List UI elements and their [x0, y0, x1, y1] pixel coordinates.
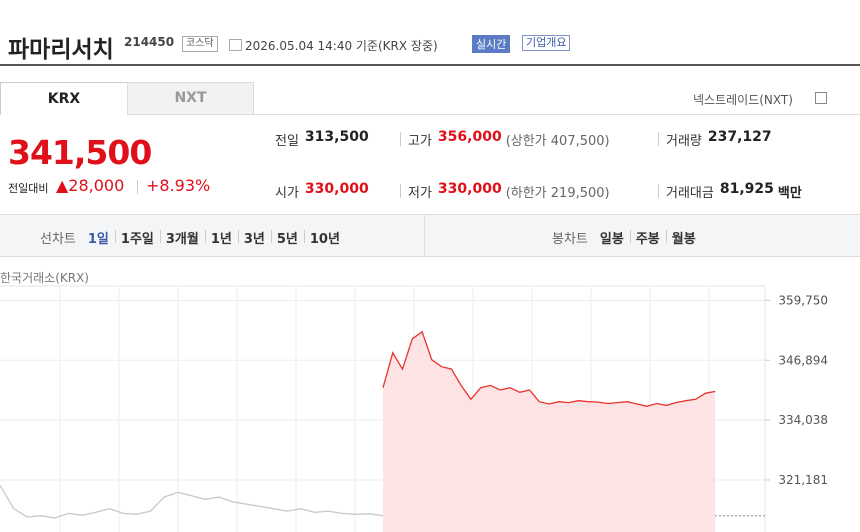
stat-value: 81,925 [719, 181, 774, 197]
period-divider [424, 215, 425, 256]
separator [400, 184, 401, 198]
tab-nxt[interactable]: NXT [127, 82, 254, 115]
stat-value: 356,000 [437, 129, 502, 145]
stat-label: 거래대금 [666, 186, 714, 201]
calendar-icon [229, 39, 242, 51]
timestamp: 2026.05.04 14:40 기준(KRX 장중) [245, 39, 438, 53]
price-line [382, 330, 716, 407]
help-icon[interactable] [815, 92, 827, 104]
period-option[interactable]: 5년 [276, 232, 298, 247]
separator [137, 180, 138, 194]
period-option[interactable]: 10년 [309, 232, 340, 247]
y-tick-label: 359,750 [778, 293, 828, 307]
period-option[interactable]: 3개월 [165, 232, 199, 247]
area [382, 331, 716, 532]
stat-value: 330,000 [304, 181, 369, 197]
chart-subtitle: 한국거래소(KRX) [0, 271, 89, 285]
candle-chart-label: 봉차트 [552, 232, 588, 247]
separator [400, 132, 401, 146]
stat-label: 저가 [408, 186, 432, 201]
header-rule [0, 64, 860, 66]
separator [114, 230, 116, 243]
price-chart: 359,750 346,894 334,038 321,181 [0, 285, 828, 532]
stock-code: 214450 [124, 35, 175, 49]
y-tick-label: 334,038 [778, 413, 828, 427]
stat-unit: 백만 [777, 186, 802, 201]
separator [658, 184, 659, 198]
period-option[interactable]: 1년 [210, 232, 232, 247]
separator [204, 230, 206, 243]
market-badge: 코스닥 [182, 36, 218, 52]
current-price: 341,500 [8, 133, 152, 172]
stat-label: 시가 [275, 186, 299, 201]
company-info-button[interactable]: 기업개요 [522, 35, 571, 51]
separator [237, 230, 239, 243]
change-rate: +8.93% [146, 176, 211, 195]
candle-option[interactable]: 월봉 [671, 232, 696, 247]
change-amount: ▲28,000 [56, 176, 125, 195]
line-chart-label: 선차트 [40, 232, 76, 247]
stat-sub: (상한가 407,500) [505, 134, 610, 149]
period-option[interactable]: 1주일 [120, 232, 154, 247]
separator [629, 230, 631, 243]
separator [159, 230, 161, 243]
separator [665, 230, 667, 243]
stat-label: 거래량 [666, 134, 702, 149]
period-option[interactable]: 3년 [243, 232, 265, 247]
tab-rule [127, 114, 860, 115]
stat-sub: (하한가 219,500) [505, 186, 610, 201]
separator [303, 230, 305, 243]
separator [270, 230, 272, 243]
period-bar [0, 214, 860, 257]
price-line [0, 485, 384, 519]
candle-option[interactable]: 일봉 [599, 232, 624, 247]
stat-label: 전일 [275, 134, 299, 149]
stat-value: 237,127 [707, 129, 772, 145]
nxt-link[interactable]: 넥스트레이드(NXT) [693, 93, 793, 107]
y-tick-label: 321,181 [778, 473, 828, 487]
stat-label: 고가 [408, 134, 432, 149]
stat-value: 330,000 [437, 181, 502, 197]
stock-name: 파마리서치 [8, 37, 114, 63]
separator [658, 132, 659, 146]
stat-value: 313,500 [304, 129, 369, 145]
y-tick-label: 346,894 [778, 353, 828, 367]
realtime-badge[interactable]: 실시간 [472, 35, 511, 53]
tab-krx[interactable]: KRX [0, 82, 128, 115]
period-option[interactable]: 1일 [87, 232, 109, 247]
change-label: 전일대비 [8, 182, 49, 195]
candle-option[interactable]: 주봉 [635, 232, 660, 247]
